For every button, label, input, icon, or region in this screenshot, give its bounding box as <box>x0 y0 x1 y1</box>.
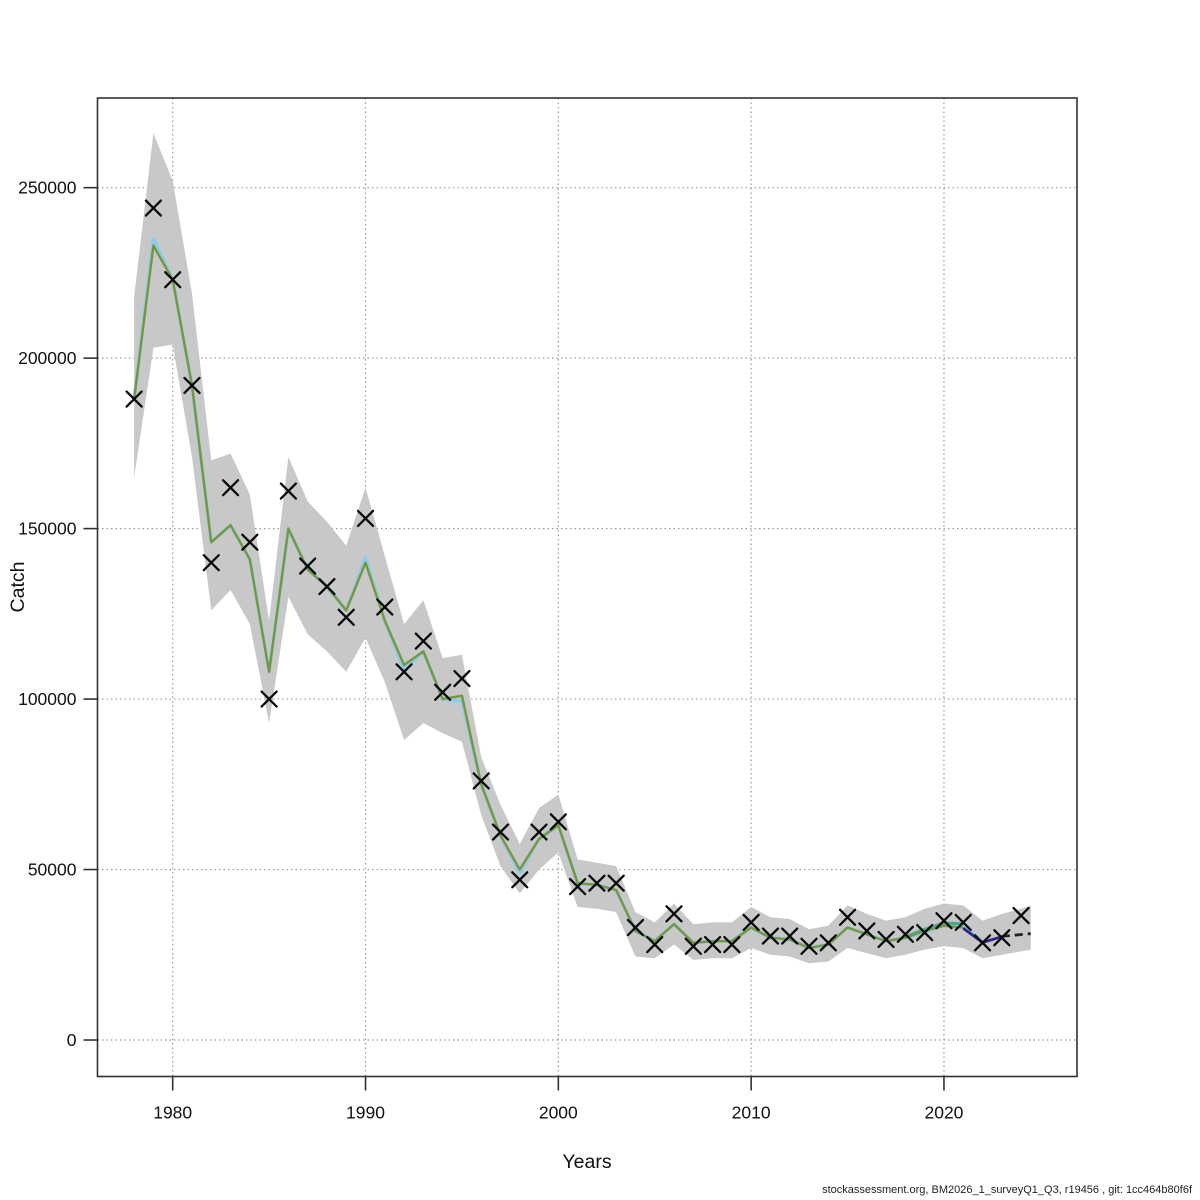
observed-catch-markers <box>125 199 1030 955</box>
x-marker <box>221 479 240 497</box>
plot-border <box>96 97 1078 1078</box>
x-marker <box>1012 906 1030 925</box>
axis-layer: 1980 1990 2000 2010 2020 0 50000 100000 150000 20… <box>18 178 964 1123</box>
x-tick-label-2000: 2000 <box>539 1103 578 1123</box>
x-marker <box>973 934 992 952</box>
x-marker <box>356 509 375 528</box>
x-marker <box>838 908 857 926</box>
x-marker <box>588 874 606 892</box>
x-marker <box>491 823 510 841</box>
y-axis-title: Catch <box>7 562 29 613</box>
x-marker <box>530 823 548 841</box>
confidence-band <box>134 133 1031 964</box>
x-marker <box>433 683 452 701</box>
x-marker <box>800 937 818 955</box>
series-layer <box>125 199 1031 955</box>
y-tick-label-0: 0 <box>67 1030 77 1050</box>
x-marker <box>183 376 201 395</box>
x-marker <box>607 874 625 892</box>
x-marker <box>453 669 471 688</box>
x-marker <box>858 922 876 940</box>
x-tick-label-2010: 2010 <box>732 1103 771 1123</box>
y-tick-label-150000: 150000 <box>18 519 77 539</box>
x-marker <box>472 772 490 790</box>
x-marker <box>916 923 934 942</box>
x-marker <box>781 927 799 945</box>
x-marker <box>318 577 336 596</box>
x-marker <box>684 937 702 955</box>
x-marker <box>665 905 683 923</box>
forecast-median-line <box>1001 932 1031 938</box>
x-marker <box>414 632 433 650</box>
x-marker <box>376 598 394 616</box>
x-marker <box>935 912 953 930</box>
y-tick-label-200000: 200000 <box>18 348 77 368</box>
x-marker <box>164 271 182 289</box>
x-axis-title: Years <box>562 1151 611 1173</box>
y-tick-label-250000: 250000 <box>18 178 77 198</box>
x-marker <box>125 390 143 408</box>
x-marker <box>241 533 259 551</box>
x-marker <box>202 554 220 572</box>
x-marker <box>646 935 664 954</box>
x-tick-label-1980: 1980 <box>153 1103 192 1123</box>
x-marker <box>896 925 915 943</box>
x-marker <box>954 913 972 932</box>
frame-layer <box>96 97 1078 1078</box>
x-marker <box>395 663 413 681</box>
x-marker <box>549 813 567 831</box>
x-marker <box>761 927 780 945</box>
x-marker <box>568 877 587 896</box>
x-marker <box>819 934 837 952</box>
retro-run-teal-line <box>904 921 964 939</box>
x-marker <box>742 913 760 932</box>
x-marker <box>144 199 163 217</box>
x-marker <box>279 482 298 500</box>
band-layer <box>134 133 1031 964</box>
x-marker <box>703 935 722 954</box>
x-marker <box>626 918 645 937</box>
x-marker <box>723 935 741 954</box>
x-tick-label-2020: 2020 <box>924 1103 963 1123</box>
x-marker <box>260 690 278 708</box>
y-tick-label-50000: 50000 <box>28 860 77 880</box>
x-marker <box>993 929 1011 947</box>
x-tick-label-1990: 1990 <box>346 1103 385 1123</box>
x-marker <box>877 930 895 949</box>
source-attribution: stockassessment.org, BM2026_1_surveyQ1_Q… <box>822 1184 1192 1196</box>
y-tick-label-100000: 100000 <box>18 689 77 709</box>
x-marker <box>511 871 529 889</box>
x-marker <box>299 557 317 575</box>
x-marker <box>337 608 355 626</box>
